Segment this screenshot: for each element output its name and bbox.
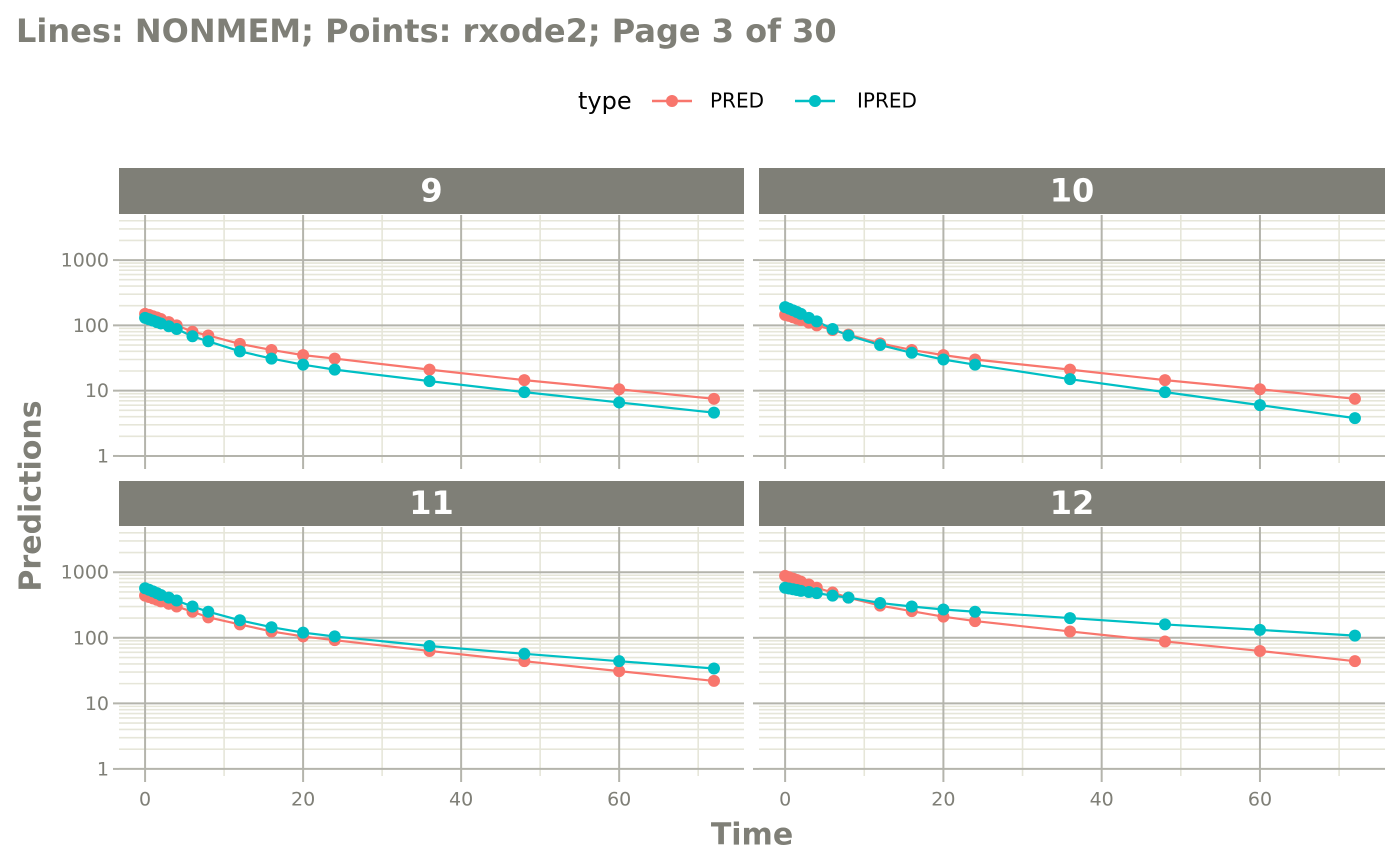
data-point [874, 596, 887, 609]
x-tick-label: 40 [449, 789, 473, 811]
data-point [423, 363, 436, 376]
data-point [1064, 612, 1077, 625]
data-point [202, 605, 215, 618]
data-point [1253, 399, 1266, 412]
data-point [186, 330, 199, 343]
data-point [707, 674, 720, 687]
data-point [1253, 644, 1266, 657]
data-point [826, 589, 839, 602]
data-point [1253, 623, 1266, 636]
data-point [265, 343, 278, 356]
facet-title: 12 [1050, 484, 1095, 522]
chart-title: Lines: NONMEM; Points: rxode2; Page 3 of… [16, 12, 837, 50]
legend-label: IPRED [857, 89, 917, 113]
y-tick-label: 1000 [61, 562, 109, 584]
data-point [1158, 635, 1171, 648]
y-tick-label: 100 [73, 315, 109, 337]
legend-marker [666, 95, 678, 107]
data-point [170, 594, 183, 607]
x-tick-label: 20 [931, 789, 955, 811]
data-point [423, 639, 436, 652]
x-tick-label: 0 [139, 789, 151, 811]
data-point [1064, 373, 1077, 386]
data-point [202, 335, 215, 348]
data-point [905, 600, 918, 613]
data-point [613, 383, 626, 396]
data-point [1348, 412, 1361, 425]
y-tick-label: 100 [73, 627, 109, 649]
data-point [328, 352, 341, 365]
data-point [265, 621, 278, 634]
x-tick-label: 40 [1090, 789, 1114, 811]
data-point [233, 345, 246, 358]
x-axis-label: Time [711, 818, 793, 853]
data-point [707, 406, 720, 419]
data-point [937, 353, 950, 366]
data-point [1348, 629, 1361, 642]
data-point [1348, 392, 1361, 405]
data-point [874, 339, 887, 352]
y-tick-label: 1 [97, 445, 109, 467]
y-tick-label: 1000 [61, 250, 109, 272]
y-tick-label: 1 [97, 758, 109, 780]
legend-title: type [578, 87, 632, 115]
legend-marker [809, 95, 821, 107]
y-axis-label: Predictions [14, 400, 49, 591]
data-point [1158, 374, 1171, 387]
data-point [1253, 383, 1266, 396]
facet-strip [759, 168, 1385, 214]
data-point [423, 375, 436, 388]
data-point [518, 386, 531, 399]
data-point [707, 392, 720, 405]
data-point [842, 329, 855, 342]
data-point [1064, 625, 1077, 638]
data-point [297, 349, 310, 362]
x-tick-label: 60 [607, 789, 631, 811]
data-point [613, 655, 626, 668]
facet-title: 11 [409, 484, 454, 522]
data-point [297, 358, 310, 371]
data-point [905, 346, 918, 359]
series-line [784, 313, 1356, 400]
y-tick-label: 10 [85, 380, 109, 402]
facet-strip [759, 481, 1385, 526]
x-tick-label: 60 [1248, 789, 1272, 811]
data-point [1064, 363, 1077, 376]
data-point [969, 615, 982, 628]
facet-title: 9 [420, 172, 442, 210]
y-tick-label: 10 [85, 693, 109, 715]
data-point [707, 662, 720, 675]
facet-strip [119, 481, 744, 526]
data-point [613, 396, 626, 409]
data-point [518, 647, 531, 660]
data-point [810, 587, 823, 600]
data-point [170, 322, 183, 335]
data-point [826, 322, 839, 335]
data-point [233, 614, 246, 627]
data-point [937, 603, 950, 616]
data-point [969, 605, 982, 618]
data-point [1158, 386, 1171, 399]
data-point [1348, 655, 1361, 668]
data-point [328, 363, 341, 376]
data-point [297, 626, 310, 639]
data-point [842, 591, 855, 604]
data-point [969, 358, 982, 371]
data-point [810, 315, 823, 328]
data-point [328, 630, 341, 643]
x-tick-label: 0 [779, 789, 791, 811]
facet-title: 10 [1050, 172, 1095, 210]
data-point [265, 352, 278, 365]
legend-label: PRED [710, 89, 764, 113]
facet-strip [119, 168, 744, 214]
data-point [613, 665, 626, 678]
data-point [518, 374, 531, 387]
data-point [1158, 618, 1171, 631]
data-point [186, 600, 199, 613]
x-tick-label: 20 [291, 789, 315, 811]
